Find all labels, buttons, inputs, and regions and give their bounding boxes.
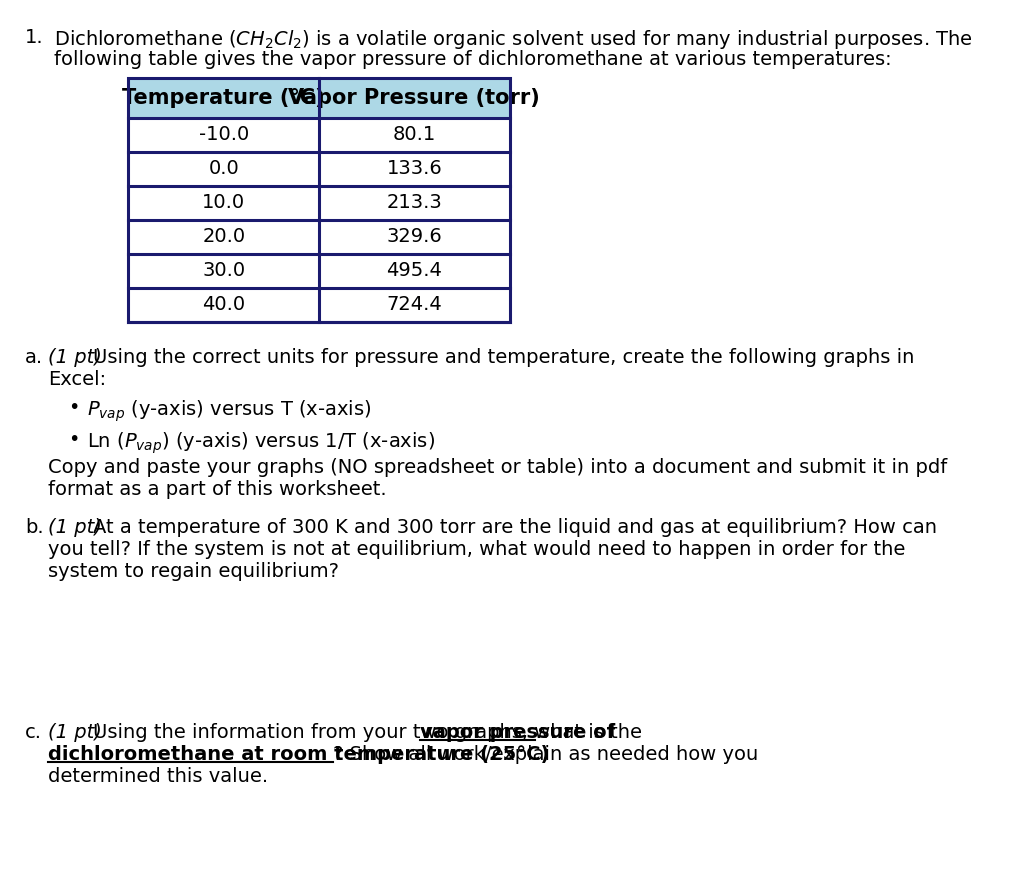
Text: 495.4: 495.4 bbox=[386, 261, 442, 280]
Text: Using the information from your two graphs, what is the: Using the information from your two grap… bbox=[93, 723, 648, 742]
Text: 20.0: 20.0 bbox=[202, 228, 246, 246]
Text: $P_{vap}$ (y-axis) versus T (x-axis): $P_{vap}$ (y-axis) versus T (x-axis) bbox=[87, 398, 372, 423]
Text: Excel:: Excel: bbox=[48, 370, 106, 389]
Text: 0.0: 0.0 bbox=[208, 160, 240, 178]
Bar bbox=[128, 78, 510, 322]
Text: following table gives the vapor pressure of dichloromethane at various temperatu: following table gives the vapor pressure… bbox=[54, 50, 892, 69]
Text: 80.1: 80.1 bbox=[393, 125, 436, 145]
Text: 133.6: 133.6 bbox=[386, 160, 442, 178]
Text: 213.3: 213.3 bbox=[386, 193, 442, 213]
Text: c.: c. bbox=[25, 723, 42, 742]
Text: 724.4: 724.4 bbox=[386, 295, 442, 315]
Text: 329.6: 329.6 bbox=[386, 228, 442, 246]
Bar bbox=[128, 220, 510, 254]
Bar bbox=[128, 186, 510, 220]
Text: ? Show all work/explain as needed how you: ? Show all work/explain as needed how yo… bbox=[334, 745, 759, 764]
Text: •: • bbox=[68, 398, 79, 417]
Text: 10.0: 10.0 bbox=[202, 193, 246, 213]
Text: determined this value.: determined this value. bbox=[48, 767, 268, 786]
Text: you tell? If the system is not at equilibrium, what would need to happen in orde: you tell? If the system is not at equili… bbox=[48, 540, 905, 559]
Text: Using the correct units for pressure and temperature, create the following graph: Using the correct units for pressure and… bbox=[93, 348, 914, 367]
Text: (1 pt): (1 pt) bbox=[48, 723, 102, 742]
Text: •: • bbox=[68, 430, 79, 449]
Bar bbox=[128, 78, 510, 118]
Bar bbox=[128, 152, 510, 186]
Text: At a temperature of 300 K and 300 torr are the liquid and gas at equilibrium? Ho: At a temperature of 300 K and 300 torr a… bbox=[93, 518, 937, 537]
Text: Ln ($P_{vap}$) (y-axis) versus 1/T (x-axis): Ln ($P_{vap}$) (y-axis) versus 1/T (x-ax… bbox=[87, 430, 435, 455]
Text: b.: b. bbox=[25, 518, 43, 537]
Text: Vapor Pressure (torr): Vapor Pressure (torr) bbox=[289, 88, 541, 108]
Text: format as a part of this worksheet.: format as a part of this worksheet. bbox=[48, 480, 387, 499]
Text: Dichloromethane ($CH_2Cl_2$) is a volatile organic solvent used for many industr: Dichloromethane ($CH_2Cl_2$) is a volati… bbox=[54, 28, 973, 51]
Bar bbox=[128, 118, 510, 152]
Text: vapor pressure of: vapor pressure of bbox=[420, 723, 615, 742]
Text: 1.: 1. bbox=[25, 28, 43, 47]
Text: Temperature (°C): Temperature (°C) bbox=[123, 88, 325, 108]
Bar bbox=[128, 254, 510, 288]
Text: 30.0: 30.0 bbox=[202, 261, 246, 280]
Text: dichloromethane at room temperature (25°C): dichloromethane at room temperature (25°… bbox=[48, 745, 550, 764]
Bar bbox=[128, 288, 510, 322]
Text: a.: a. bbox=[25, 348, 43, 367]
Text: -10.0: -10.0 bbox=[199, 125, 249, 145]
Text: system to regain equilibrium?: system to regain equilibrium? bbox=[48, 562, 339, 581]
Text: Copy and paste your graphs (NO spreadsheet or table) into a document and submit : Copy and paste your graphs (NO spreadshe… bbox=[48, 458, 947, 477]
Text: (1 pt): (1 pt) bbox=[48, 518, 102, 537]
Text: 40.0: 40.0 bbox=[202, 295, 246, 315]
Text: (1 pt): (1 pt) bbox=[48, 348, 102, 367]
